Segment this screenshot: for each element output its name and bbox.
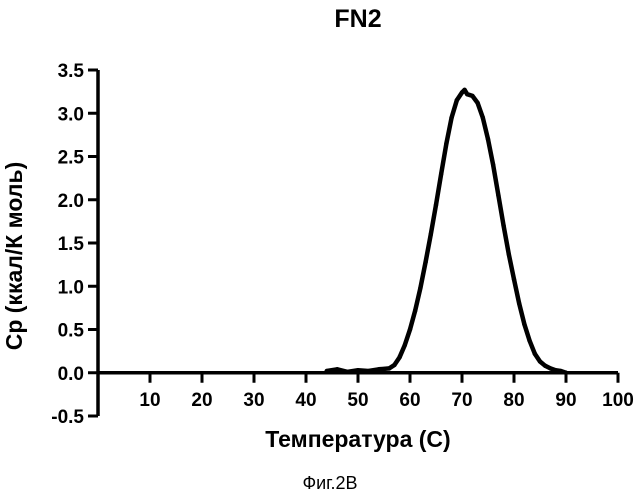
data-point — [392, 363, 396, 367]
data-point — [434, 203, 438, 207]
data-point — [533, 352, 537, 356]
data-point — [444, 141, 448, 145]
x-tick-label: 40 — [295, 390, 316, 411]
data-point — [429, 232, 433, 236]
data-point — [345, 370, 349, 374]
chart-title: FN2 — [334, 5, 381, 33]
y-tick-label: 0.0 — [58, 364, 84, 385]
y-tick-label: -0.5 — [51, 407, 84, 428]
y-tick-label: 3.5 — [58, 61, 85, 82]
data-point — [462, 88, 466, 92]
y-tick-label: 2.0 — [58, 191, 84, 212]
data-point — [522, 322, 526, 326]
series-line — [327, 90, 566, 373]
data-point — [423, 260, 427, 264]
data-point — [470, 94, 474, 98]
x-tick-label: 10 — [139, 390, 160, 411]
plot-area: -0.5 0.0 0.5 1.0 1.5 2.0 2.5 3.0 3.5 10 20 30 40 50 60… — [51, 61, 634, 428]
data-point — [356, 368, 360, 372]
data-point — [486, 137, 490, 141]
data-point — [512, 277, 516, 281]
data-point — [377, 367, 381, 371]
data-point — [366, 369, 370, 373]
data-point — [413, 308, 417, 312]
x-tick-label: 80 — [503, 390, 524, 411]
y-tick-label: 0.5 — [58, 321, 85, 342]
data-point — [501, 224, 505, 228]
x-tick-label: 100 — [602, 390, 634, 411]
data-point — [548, 366, 552, 370]
data-point — [403, 343, 407, 347]
y-tick-label: 1.5 — [58, 234, 85, 255]
data-point — [564, 371, 568, 375]
x-tick-label: 30 — [243, 390, 264, 411]
x-tick-label: 60 — [399, 390, 420, 411]
y-tick-label: 2.5 — [58, 148, 85, 169]
data-point — [455, 98, 459, 102]
x-axis-label: Температура (С) — [265, 426, 450, 452]
data-point — [465, 92, 469, 96]
data-point — [449, 115, 453, 119]
data-point — [325, 369, 329, 373]
y-tick-label: 3.0 — [58, 104, 84, 125]
data-point — [439, 172, 443, 176]
data-point — [397, 355, 401, 359]
data-point — [418, 286, 422, 290]
data-point — [491, 163, 495, 167]
data-point — [527, 339, 531, 343]
data-point — [559, 369, 563, 373]
figure-caption: Фиг.2В — [302, 473, 357, 493]
data-point — [475, 101, 479, 105]
data-point — [517, 301, 521, 305]
y-axis-label: Ср (ккал/К моль) — [1, 162, 27, 351]
x-tick-label: 50 — [347, 390, 368, 411]
data-point — [481, 115, 485, 119]
data-point — [543, 364, 547, 368]
data-point — [496, 193, 500, 197]
x-tick-label: 90 — [555, 390, 576, 411]
x-tick-label: 20 — [191, 390, 212, 411]
data-point — [408, 327, 412, 331]
data-point — [538, 359, 542, 363]
data-point — [553, 368, 557, 372]
data-point — [387, 366, 391, 370]
x-tick-label: 70 — [451, 390, 472, 411]
data-point — [507, 252, 511, 256]
data-point — [335, 367, 339, 371]
y-tick-label: 1.0 — [58, 277, 84, 298]
